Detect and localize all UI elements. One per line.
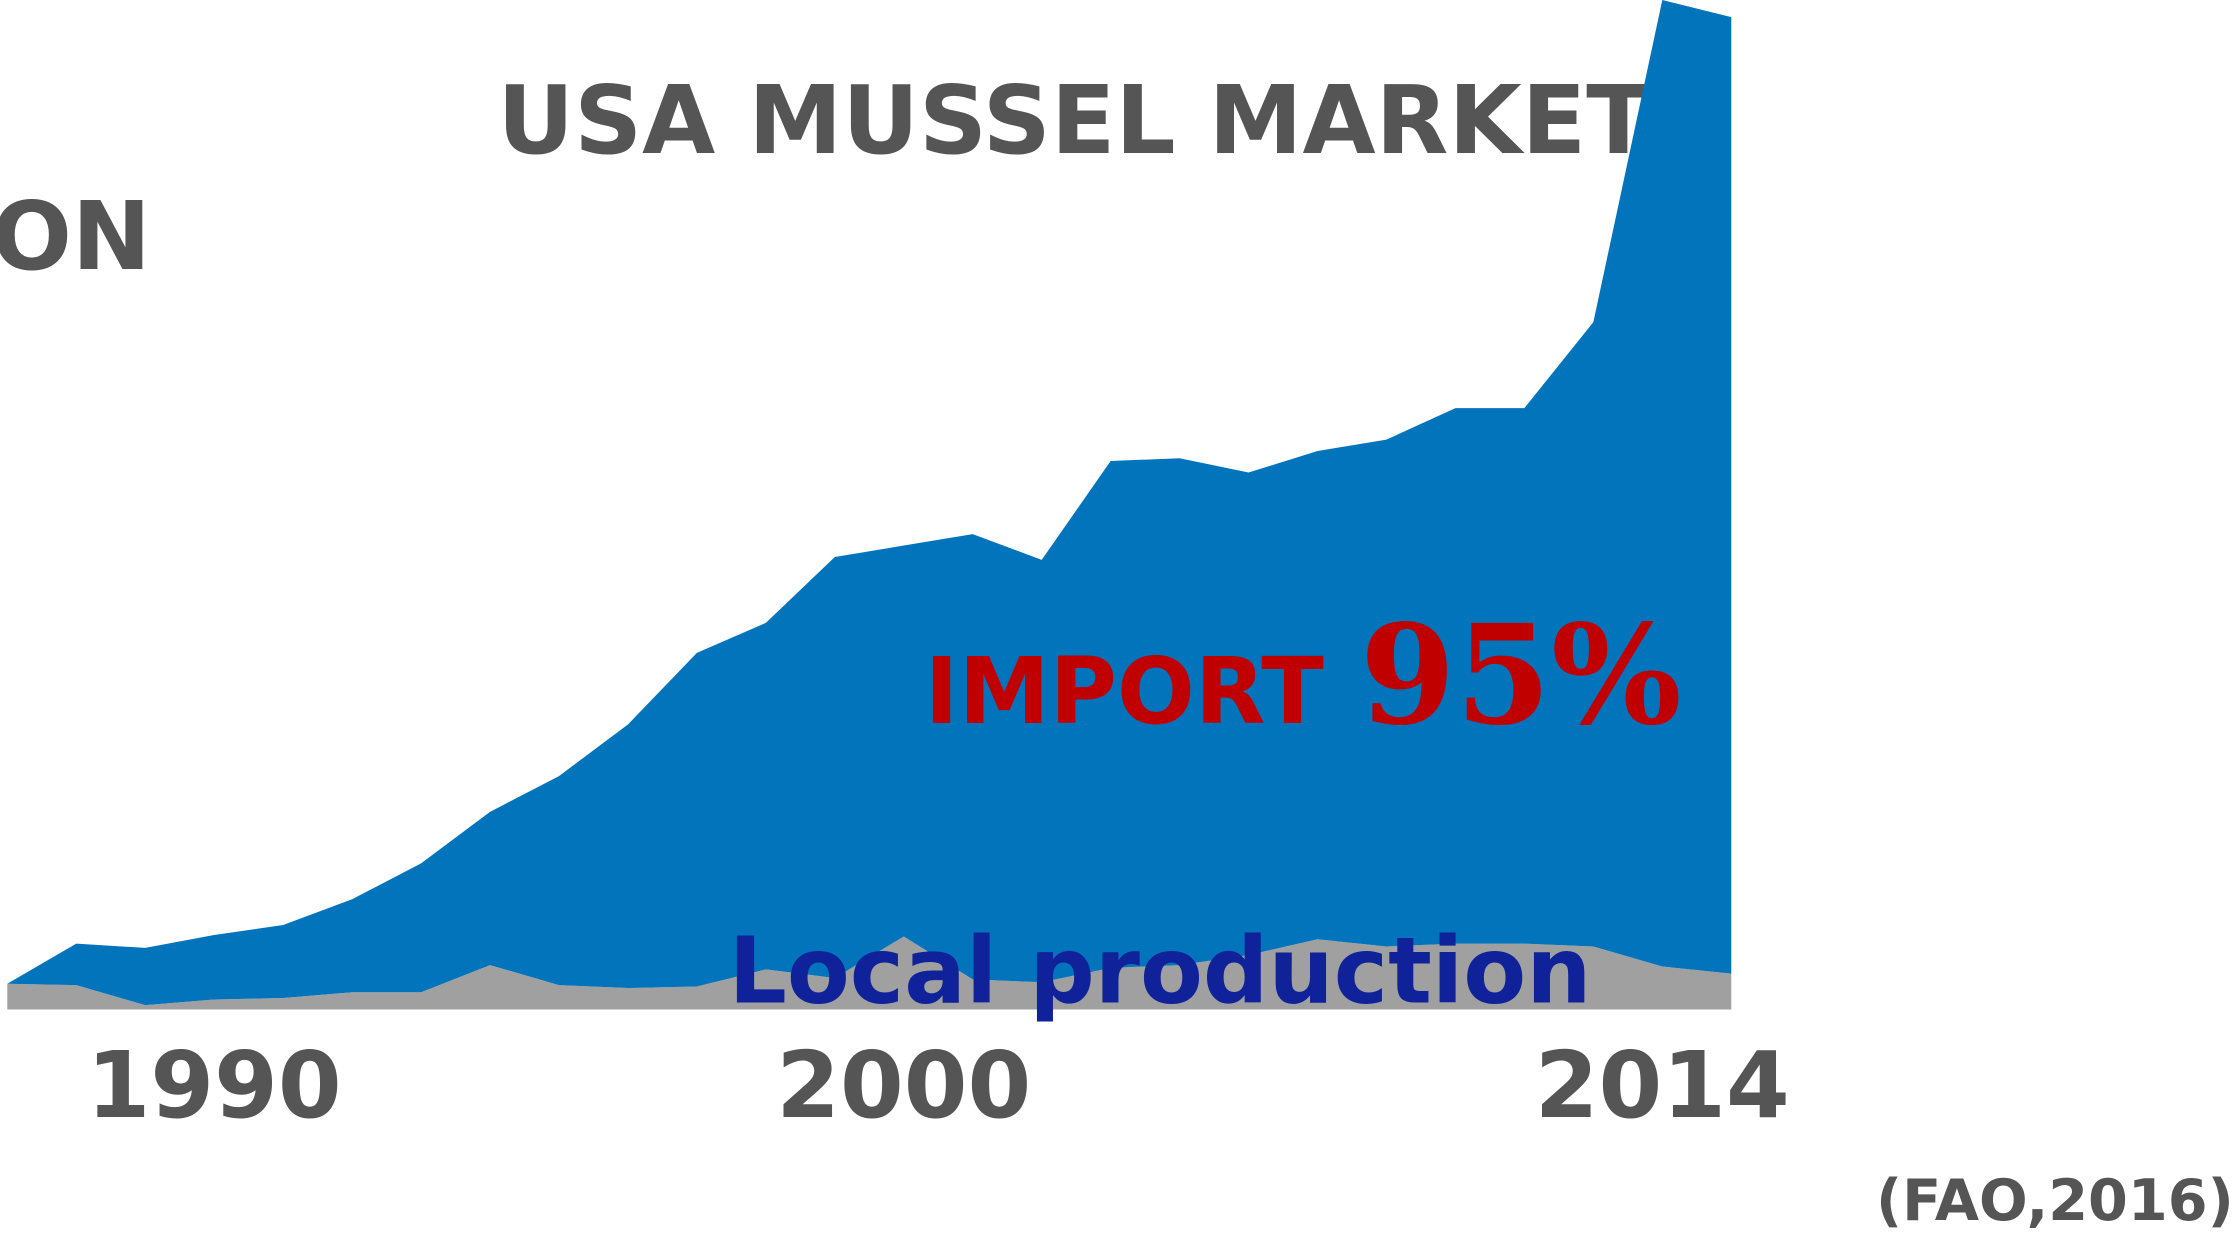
x-tick-label: 1990 (87, 1032, 342, 1139)
partial-text: ON (0, 182, 151, 292)
area (7, 0, 1732, 1006)
area (7, 936, 1732, 1010)
import-label: IMPORT (925, 638, 1325, 745)
chart-title: USA MUSSEL MARKET (497, 66, 1650, 176)
source: (FAO,2016) (1876, 1167, 2234, 1234)
import-share: 95% (1360, 595, 1682, 756)
local-label: Local production (728, 917, 1591, 1024)
x-tick-label: 2000 (776, 1032, 1031, 1139)
x-tick-label: 2014 (1535, 1032, 1790, 1139)
